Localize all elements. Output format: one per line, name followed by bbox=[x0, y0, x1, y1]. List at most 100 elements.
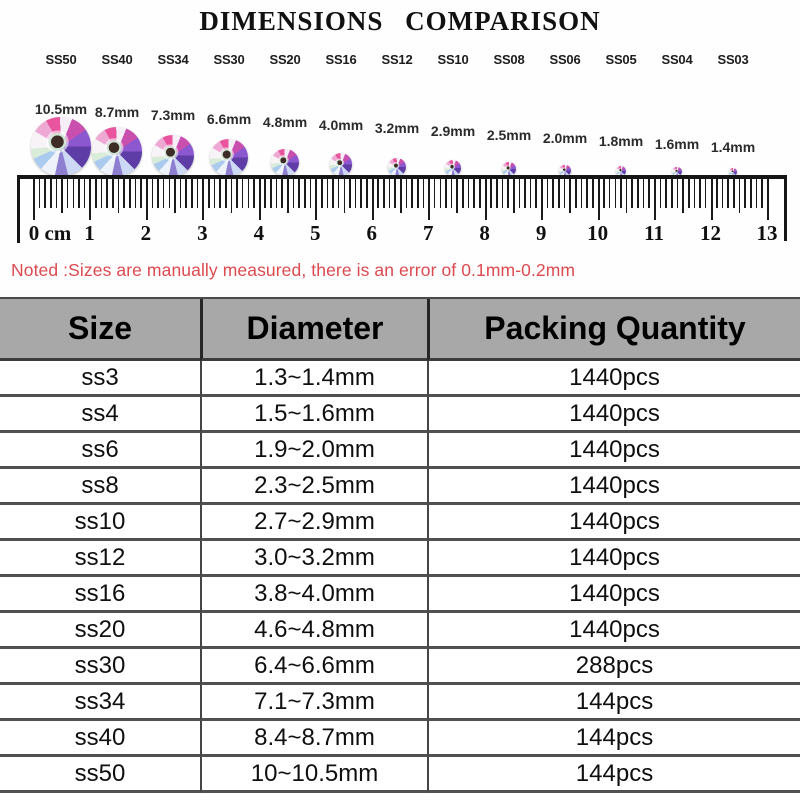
ruler: 0 cm 1 2 3 4 5 6 7 8 9 10 11 12 13 bbox=[17, 175, 787, 250]
ruler-tick bbox=[518, 179, 521, 208]
ruler-tick bbox=[411, 179, 413, 208]
table-cell-diameter: 7.1~7.3mm bbox=[200, 685, 427, 721]
ruler-tick bbox=[620, 179, 622, 208]
table-cell-quantity: 1440pcs bbox=[427, 361, 800, 397]
ruler-tick bbox=[309, 179, 312, 208]
rhinestone-image bbox=[729, 168, 737, 176]
ruler-tick bbox=[140, 179, 142, 208]
table-header-quantity: Packing Quantity bbox=[427, 299, 800, 361]
ruler-tick bbox=[512, 179, 515, 213]
ruler-tick bbox=[196, 179, 199, 208]
ruler-tick bbox=[704, 179, 707, 208]
diameter-mm-label: 10.5mm bbox=[34, 101, 88, 117]
ruler-tick bbox=[608, 179, 611, 208]
ruler-number: 1 bbox=[84, 221, 95, 245]
ruler-tick bbox=[61, 179, 63, 213]
ss-size-label: SS08 bbox=[493, 52, 525, 67]
ruler-tick bbox=[490, 179, 492, 208]
table-cell-diameter: 3.0~3.2mm bbox=[200, 541, 427, 577]
table-cell-quantity: 1440pcs bbox=[427, 397, 800, 433]
ruler-tick bbox=[95, 179, 97, 208]
ruler-tick bbox=[320, 179, 323, 208]
ruler-tick bbox=[439, 179, 442, 208]
ruler-tick bbox=[162, 179, 165, 208]
ruler-tick bbox=[676, 179, 679, 208]
ruler-tick bbox=[625, 179, 628, 213]
ruler-tick bbox=[642, 179, 645, 208]
ruler-tick bbox=[456, 179, 459, 213]
ruler-tick bbox=[213, 179, 216, 208]
ruler-tick bbox=[479, 179, 481, 208]
ruler-tick bbox=[394, 179, 396, 208]
ruler-tick bbox=[670, 179, 673, 208]
ruler-tick bbox=[264, 179, 267, 208]
ss-size-label: SS50 bbox=[45, 52, 77, 67]
ruler-number: 10 bbox=[587, 221, 609, 245]
ruler-tick bbox=[191, 179, 193, 208]
ruler-tick bbox=[727, 179, 730, 208]
ruler-tick bbox=[332, 179, 334, 208]
ss-size-label: SS03 bbox=[717, 52, 749, 67]
table-cell-quantity: 1440pcs bbox=[427, 577, 800, 613]
ruler-tick bbox=[733, 179, 735, 208]
diameter-mm-label: 7.3mm bbox=[150, 107, 196, 124]
ruler-tick bbox=[558, 179, 560, 208]
ruler-tick bbox=[766, 179, 769, 220]
diameter-mm-label: 4.0mm bbox=[318, 117, 364, 133]
ruler-tick bbox=[654, 179, 657, 220]
ruler-tick bbox=[315, 179, 318, 220]
ruler-tick bbox=[366, 179, 368, 208]
rhinestone-image bbox=[501, 161, 517, 176]
ruler-tick bbox=[236, 179, 238, 208]
table-cell-size: ss10 bbox=[0, 505, 200, 541]
ruler-tick bbox=[659, 179, 662, 208]
ruler-number: 11 bbox=[644, 221, 664, 245]
table-cell-size: ss8 bbox=[0, 469, 200, 505]
ruler-number: 0 cm bbox=[28, 221, 72, 245]
ruler-tick bbox=[575, 179, 577, 208]
table-cell-quantity: 1440pcs bbox=[427, 469, 800, 505]
ruler-tick bbox=[563, 179, 566, 208]
ruler-tick bbox=[665, 179, 667, 208]
ruler-tick bbox=[287, 179, 289, 213]
table-cell-diameter: 6.4~6.6mm bbox=[200, 649, 427, 685]
ruler-tick bbox=[55, 179, 58, 208]
ruler-tick bbox=[755, 179, 758, 208]
table-cell-size: ss16 bbox=[0, 577, 200, 613]
table-cell-diameter: 1.5~1.6mm bbox=[200, 397, 427, 433]
ruler-number: 13 bbox=[756, 221, 778, 245]
table-header-size: Size bbox=[0, 299, 200, 361]
ruler-tick bbox=[72, 179, 75, 208]
ss-size-label: SS12 bbox=[381, 52, 413, 67]
ruler-left-edge bbox=[17, 175, 20, 243]
ruler-tick bbox=[399, 179, 402, 213]
ruler-tick bbox=[123, 179, 125, 208]
measurement-note: Noted :Sizes are manually measured, ther… bbox=[11, 260, 576, 280]
diameter-mm-label: 2.5mm bbox=[486, 126, 532, 143]
ruler-tick bbox=[416, 179, 419, 208]
ruler-tick bbox=[524, 179, 526, 208]
rhinestone-image bbox=[444, 159, 462, 176]
ruler-tick bbox=[529, 179, 532, 208]
ruler-tick bbox=[168, 179, 171, 208]
ruler-tick bbox=[112, 179, 114, 208]
ruler-number: 5 bbox=[310, 221, 321, 245]
rhinestone-image bbox=[31, 116, 91, 176]
ruler-number: 2 bbox=[140, 221, 152, 245]
ruler-tick bbox=[388, 179, 391, 208]
rhinestone-image bbox=[271, 148, 299, 176]
table-header-diameter: Diameter bbox=[200, 299, 427, 361]
ruler-tick bbox=[354, 179, 357, 208]
table-cell-quantity: 288pcs bbox=[427, 649, 800, 685]
diameter-mm-label: 1.8mm bbox=[598, 133, 644, 149]
ruler-tick bbox=[383, 179, 385, 208]
size-table: Size Diameter Packing Quantity ss3 1.3~1.… bbox=[0, 297, 800, 793]
ruler-tick bbox=[591, 179, 594, 208]
ruler-tick bbox=[631, 179, 634, 208]
table-cell-diameter: 4.6~4.8mm bbox=[200, 613, 427, 649]
table-cell-size: ss3 bbox=[0, 361, 200, 397]
ss-size-label: SS04 bbox=[661, 52, 693, 67]
ruler-tick bbox=[83, 179, 86, 208]
table-cell-diameter: 2.3~2.5mm bbox=[200, 469, 427, 505]
